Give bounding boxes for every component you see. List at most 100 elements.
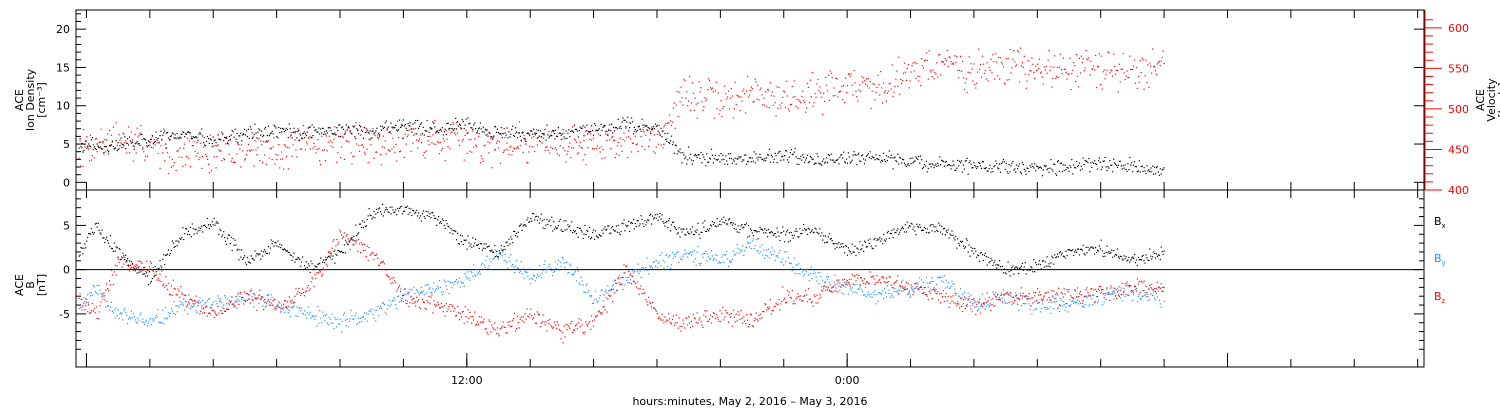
by-point xyxy=(963,291,965,293)
density-point xyxy=(263,134,265,136)
velocity-point xyxy=(1003,82,1005,84)
velocity-point xyxy=(510,145,512,147)
bz-point xyxy=(1090,288,1092,290)
density-point xyxy=(957,159,959,161)
velocity-point xyxy=(881,87,883,89)
density-point xyxy=(95,149,97,151)
by-point xyxy=(886,285,888,287)
density-point xyxy=(1081,168,1083,170)
bz-point xyxy=(492,327,494,329)
velocity-point xyxy=(698,81,700,83)
bz-point xyxy=(905,281,907,283)
velocity-point xyxy=(921,58,923,60)
by-point xyxy=(932,281,934,283)
velocity-point xyxy=(592,147,594,150)
by-point xyxy=(553,271,555,273)
velocity-point xyxy=(552,147,554,150)
velocity-point xyxy=(184,143,186,145)
bz-point xyxy=(111,274,113,276)
velocity-point xyxy=(211,145,213,148)
density-point xyxy=(115,140,117,142)
by-point xyxy=(317,305,319,307)
density-point xyxy=(616,128,618,130)
bx-point xyxy=(340,251,342,253)
bz-point xyxy=(1130,285,1132,287)
density-point xyxy=(1063,169,1065,172)
velocity-point xyxy=(985,78,987,80)
density-point xyxy=(929,163,931,165)
density-point xyxy=(363,127,365,129)
bz-point xyxy=(436,304,438,306)
by-point xyxy=(532,278,534,281)
velocity-point xyxy=(1150,65,1152,67)
velocity-point xyxy=(82,166,84,168)
density-point xyxy=(926,171,928,173)
velocity-point xyxy=(206,155,208,157)
by-point xyxy=(1076,299,1079,302)
by-point xyxy=(213,309,215,311)
bz-point xyxy=(639,288,641,290)
density-point xyxy=(346,129,348,131)
density-point xyxy=(606,130,608,132)
by-point xyxy=(956,292,958,294)
by-point xyxy=(701,253,703,256)
velocity-point xyxy=(1033,72,1035,74)
bz-point xyxy=(196,301,198,303)
bz-point xyxy=(517,321,519,324)
by-point xyxy=(427,284,429,286)
by-point xyxy=(301,307,303,309)
bz-point xyxy=(1156,281,1158,283)
bz-point xyxy=(178,290,180,292)
velocity-point xyxy=(997,75,999,77)
velocity-point xyxy=(144,159,146,161)
bx-point xyxy=(124,259,126,261)
bz-point xyxy=(720,320,722,322)
bx-point xyxy=(79,254,81,256)
by-point xyxy=(300,310,302,312)
density-point xyxy=(248,137,250,139)
density-point xyxy=(403,125,405,127)
density-point xyxy=(420,122,422,124)
bz-point xyxy=(1047,291,1049,293)
velocity-point xyxy=(948,56,950,58)
bz-point xyxy=(511,325,513,327)
density-point xyxy=(417,119,419,122)
density-point xyxy=(1029,164,1031,167)
bz-point xyxy=(199,313,201,315)
bx-point xyxy=(145,275,147,277)
bx-point xyxy=(150,280,152,282)
bz-point xyxy=(358,238,360,240)
bx-point xyxy=(223,231,225,233)
density-point xyxy=(853,151,855,153)
velocity-point xyxy=(648,145,650,147)
bx-point xyxy=(204,224,206,226)
density-point xyxy=(309,126,311,128)
density-point xyxy=(883,159,886,161)
velocity-point xyxy=(731,95,733,97)
bz-point xyxy=(191,300,193,302)
bz-point xyxy=(660,319,662,321)
density-point xyxy=(592,134,595,136)
bx-point xyxy=(207,224,210,226)
by-point xyxy=(467,271,469,273)
velocity-point xyxy=(489,142,491,144)
by-point xyxy=(284,306,287,308)
by-point xyxy=(452,281,454,284)
by-point xyxy=(1018,309,1020,311)
by-point xyxy=(1085,295,1087,297)
bz-point xyxy=(141,262,143,264)
density-point xyxy=(277,137,279,139)
density-point xyxy=(530,130,532,132)
density-point xyxy=(440,130,442,132)
by-point xyxy=(564,267,566,269)
by-point xyxy=(378,315,380,317)
bz-point xyxy=(564,336,566,338)
bz-point xyxy=(1117,294,1119,296)
bx-point xyxy=(290,254,292,256)
bz-point xyxy=(1073,298,1075,300)
velocity-point xyxy=(1130,68,1132,71)
by-point xyxy=(676,251,678,253)
by-point xyxy=(861,289,863,291)
velocity-point xyxy=(126,152,128,154)
